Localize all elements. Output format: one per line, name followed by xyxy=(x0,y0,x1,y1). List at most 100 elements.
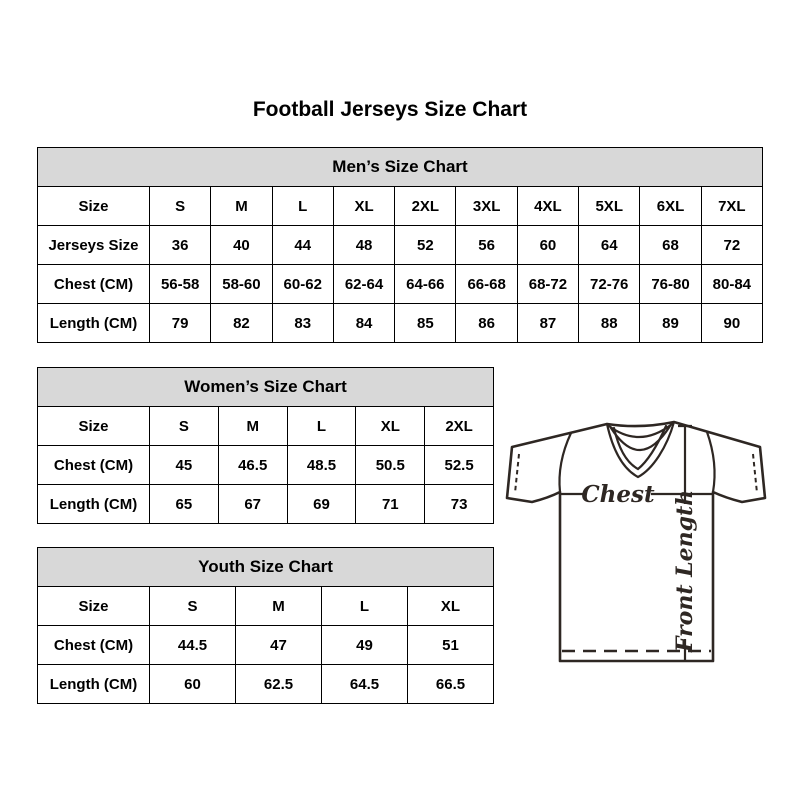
jersey-outline xyxy=(505,420,767,663)
table-cell: 52.5 xyxy=(424,445,494,485)
table-cell: 71 xyxy=(355,484,426,524)
table-cell: 85 xyxy=(394,303,457,343)
table-cell: 60 xyxy=(516,225,580,265)
table-cell: 72-76 xyxy=(578,264,641,304)
table-cell: 68-72 xyxy=(516,264,580,304)
table-cell: 47 xyxy=(235,625,322,665)
table-header-row: Men’s Size Chart xyxy=(37,147,763,187)
table-cell: 3XL xyxy=(455,186,518,226)
table-cell: 50.5 xyxy=(355,445,426,485)
table-cell: 66-68 xyxy=(455,264,518,304)
table-header-row: Women’s Size Chart xyxy=(37,367,494,407)
table-row: Length (CM) 65 67 69 71 73 xyxy=(37,484,494,524)
table-cell: 49 xyxy=(321,625,408,665)
table-row: Chest (CM) 45 46.5 48.5 50.5 52.5 xyxy=(37,445,494,485)
row-label: Size xyxy=(37,406,150,446)
table-cell: 89 xyxy=(639,303,702,343)
table-cell: 79 xyxy=(148,303,212,343)
table-cell: 65 xyxy=(149,484,219,524)
row-label: Length (CM) xyxy=(37,484,150,524)
table-cell: 67 xyxy=(217,484,288,524)
table-cell: M xyxy=(210,186,273,226)
row-label: Chest (CM) xyxy=(37,445,150,485)
table-cell: 45 xyxy=(149,445,219,485)
row-label: Jerseys Size xyxy=(37,225,150,265)
table-cell: 60 xyxy=(149,664,236,704)
mens-table-header: Men’s Size Chart xyxy=(37,147,763,187)
table-cell: 80-84 xyxy=(700,264,764,304)
table-cell: 56 xyxy=(455,225,518,265)
mens-size-table: Men’s Size Chart Size S M L XL 2XL 3XL 4… xyxy=(37,147,764,343)
table-cell: 88 xyxy=(578,303,641,343)
chest-measure-label: Chest xyxy=(581,481,655,508)
table-cell: 64 xyxy=(578,225,641,265)
row-label: Length (CM) xyxy=(37,664,150,704)
table-cell: XL xyxy=(355,406,426,446)
table-cell: S xyxy=(148,186,212,226)
table-cell: 2XL xyxy=(394,186,457,226)
row-label: Chest (CM) xyxy=(37,625,150,665)
table-cell: 60-62 xyxy=(271,264,334,304)
table-cell: 82 xyxy=(210,303,273,343)
table-cell: 86 xyxy=(455,303,518,343)
table-row: Chest (CM) 44.5 47 49 51 xyxy=(37,625,494,665)
table-row: Size S M L XL 2XL 3XL 4XL 5XL 6XL 7XL xyxy=(37,186,764,226)
right-armhole-seam xyxy=(705,431,716,493)
table-row: Length (CM) 79 82 83 84 85 86 87 88 89 9… xyxy=(37,303,764,343)
table-cell: S xyxy=(149,406,219,446)
table-cell: 56-58 xyxy=(148,264,212,304)
table-cell: XL xyxy=(332,186,396,226)
front-length-measure-label: Front Length xyxy=(672,490,698,653)
table-cell: M xyxy=(235,586,322,626)
table-cell: 44 xyxy=(271,225,334,265)
row-label: Length (CM) xyxy=(37,303,150,343)
table-cell: L xyxy=(286,406,357,446)
left-armhole-seam xyxy=(558,432,572,493)
womens-size-table: Women’s Size Chart Size S M L XL 2XL Che… xyxy=(37,367,494,524)
front-length-measure-line xyxy=(678,424,692,662)
table-cell: M xyxy=(217,406,288,446)
table-row: Size S M L XL xyxy=(37,586,494,626)
table-cell: 76-80 xyxy=(639,264,702,304)
table-cell: 46.5 xyxy=(217,445,288,485)
table-cell: 72 xyxy=(700,225,764,265)
table-cell: 69 xyxy=(286,484,357,524)
table-header-row: Youth Size Chart xyxy=(37,547,494,587)
table-cell: 44.5 xyxy=(149,625,236,665)
table-cell: 52 xyxy=(394,225,457,265)
table-cell: 84 xyxy=(332,303,396,343)
page-title: Football Jerseys Size Chart xyxy=(252,98,528,121)
row-label: Size xyxy=(37,586,150,626)
table-cell: 4XL xyxy=(516,186,580,226)
table-row: Size S M L XL 2XL xyxy=(37,406,494,446)
womens-table-header: Women’s Size Chart xyxy=(37,367,494,407)
table-cell: 83 xyxy=(271,303,334,343)
table-cell: 64.5 xyxy=(321,664,408,704)
table-cell: 90 xyxy=(700,303,764,343)
row-label: Chest (CM) xyxy=(37,264,150,304)
table-cell: 40 xyxy=(210,225,273,265)
table-cell: 64-66 xyxy=(394,264,457,304)
table-cell: 2XL xyxy=(424,406,494,446)
table-cell: 48.5 xyxy=(286,445,357,485)
row-label: Size xyxy=(37,186,150,226)
table-cell: 68 xyxy=(639,225,702,265)
table-cell: 73 xyxy=(424,484,494,524)
table-cell: S xyxy=(149,586,236,626)
table-cell: 51 xyxy=(407,625,494,665)
vneck-collar xyxy=(605,420,676,479)
table-cell: L xyxy=(321,586,408,626)
table-cell: XL xyxy=(407,586,494,626)
table-cell: 87 xyxy=(516,303,580,343)
youth-size-table: Youth Size Chart Size S M L XL Chest (CM… xyxy=(37,547,494,704)
table-cell: 7XL xyxy=(700,186,764,226)
youth-table-header: Youth Size Chart xyxy=(37,547,494,587)
table-cell: 36 xyxy=(148,225,212,265)
table-cell: 5XL xyxy=(578,186,641,226)
table-cell: 6XL xyxy=(639,186,702,226)
table-cell: 62-64 xyxy=(332,264,396,304)
table-cell: 66.5 xyxy=(407,664,494,704)
table-row: Chest (CM) 56-58 58-60 60-62 62-64 64-66… xyxy=(37,264,764,304)
table-cell: L xyxy=(271,186,334,226)
table-cell: 48 xyxy=(332,225,396,265)
